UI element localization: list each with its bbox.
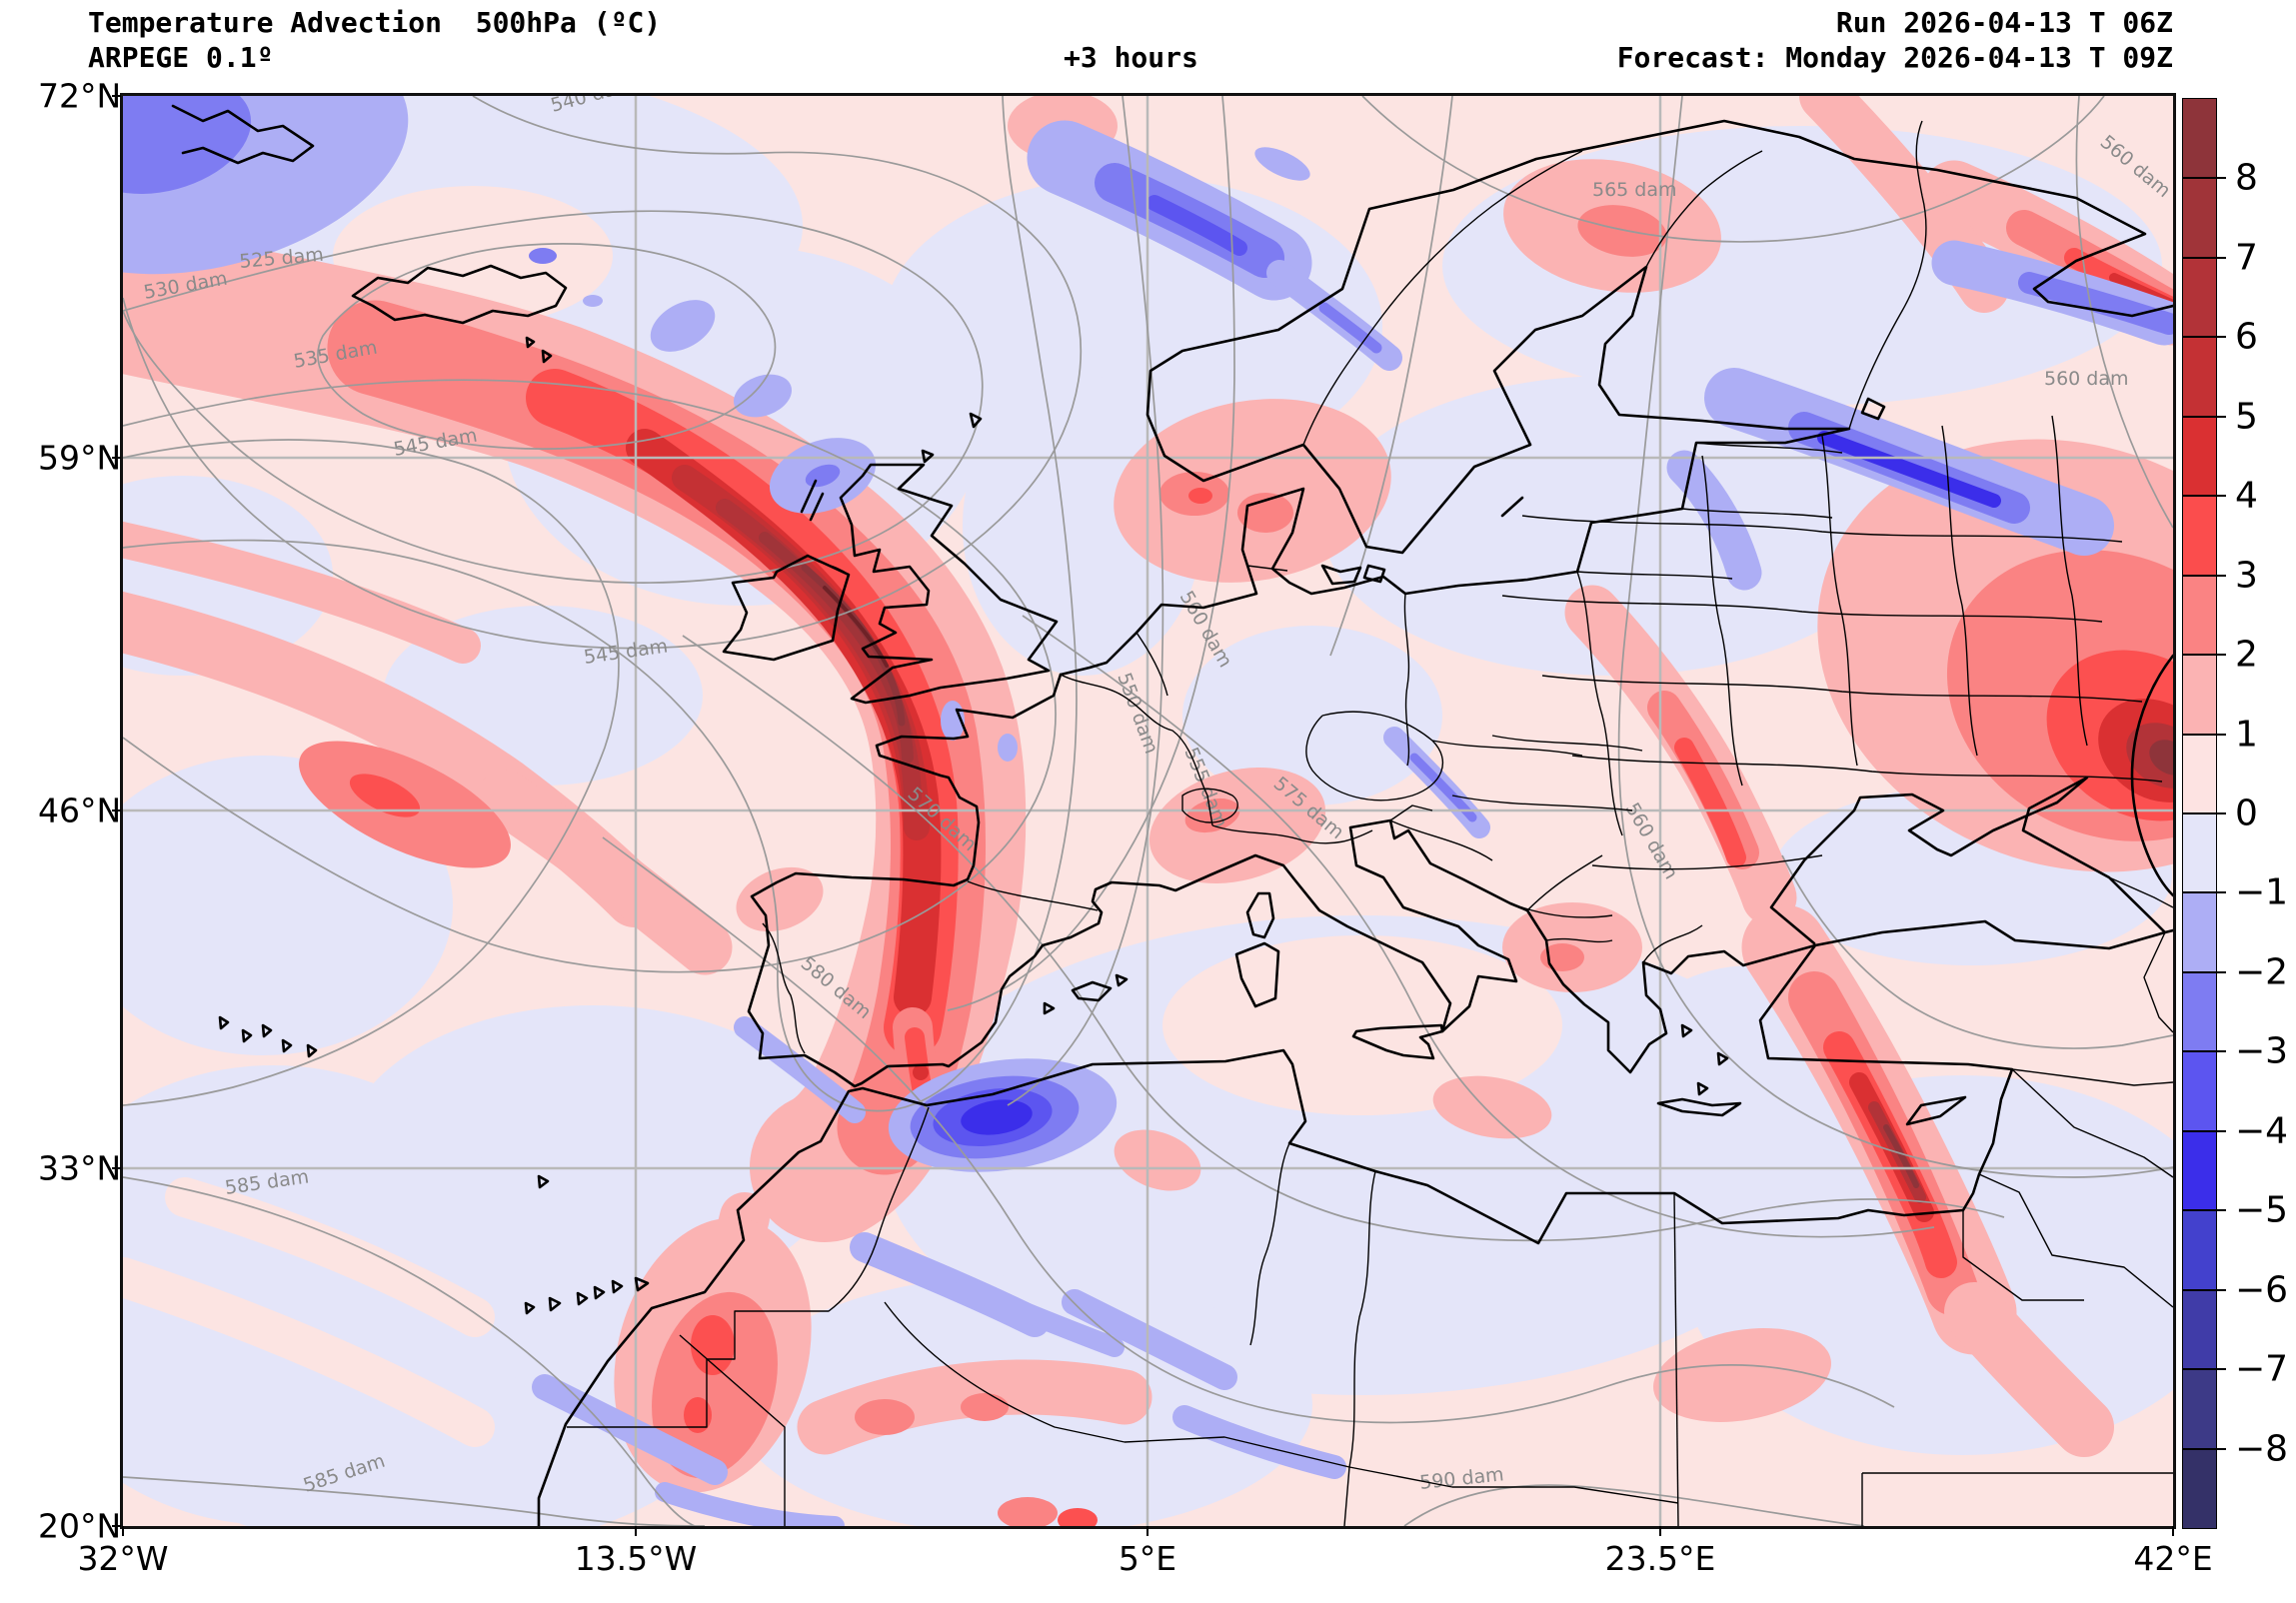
warm-weak-streaks [123, 186, 1562, 1447]
colorbar-segment [2183, 812, 2216, 893]
geopotential-contours [123, 96, 2173, 1526]
colorbar-tick-label: 6 [2235, 316, 2258, 358]
colorbar-tickmark [2183, 812, 2226, 814]
geopotential-contour-label: 560 dam [2044, 368, 2129, 390]
colorbar-tickmark [2183, 970, 2226, 973]
lat-tick-label: 59°N [38, 438, 122, 478]
colorbar-tickmark [2183, 733, 2226, 736]
colorbar-segment [2183, 1448, 2216, 1528]
run-label: Run 2026-04-13 T 06Z [1835, 6, 2173, 39]
lat-tick-label: 72°N [38, 76, 122, 116]
colorbar-tick-label: 4 [2235, 475, 2258, 517]
colorbar-tick-label: −8 [2235, 1428, 2289, 1470]
lon-tickmark [2172, 1526, 2174, 1536]
forecast-label: Forecast: Monday 2026-04-13 T 09Z [1616, 41, 2173, 74]
colorbar-tick-label: 2 [2235, 634, 2258, 676]
colorbar-segment [2183, 734, 2216, 813]
colorbar-segment [2183, 1289, 2216, 1369]
colorbar-tickmark [2183, 415, 2226, 418]
colorbar: 8 7 6 5 4 3 2 1 0 −1 −2 −3 −4 −5 −6 −7 −8 [2182, 98, 2288, 1529]
lon-tickmark [1147, 1526, 1148, 1536]
coastlines [171, 104, 2173, 1526]
colorbar-tick-label: −7 [2235, 1348, 2289, 1390]
colorbar-segment [2183, 99, 2216, 179]
lon-tickmark [1659, 1526, 1661, 1536]
colorbar-tickmark [2183, 1050, 2226, 1053]
lon-tick-label: 13.5°W [574, 1539, 698, 1578]
lat-tickmark [112, 809, 121, 811]
chart-title: Temperature Advection 500hPa (ºC) [88, 6, 662, 39]
colorbar-segment [2183, 655, 2216, 735]
colorbar-segment [2183, 1051, 2216, 1131]
lat-tick-label: 20°N [38, 1506, 122, 1546]
colorbar-tickmark [2183, 1447, 2226, 1450]
colorbar-tick-label: 0 [2235, 793, 2258, 834]
colorbar-tick-label: 1 [2235, 714, 2258, 756]
colorbar-tickmark [2183, 1209, 2226, 1212]
lat-tick-label: 33°N [38, 1148, 122, 1188]
colorbar-segment [2183, 971, 2216, 1052]
lead-time-label: +3 hours [1064, 41, 1198, 74]
lat-tickmark [112, 457, 121, 459]
model-label: ARPEGE 0.1º [88, 41, 274, 74]
lat-tick-label: 46°N [38, 791, 122, 830]
country-borders [567, 120, 2173, 1526]
colorbar-segment [2183, 178, 2216, 258]
colorbar-segment [2183, 496, 2216, 576]
colorbar-tickmark [2183, 1129, 2226, 1132]
colorbar-segment [2183, 337, 2216, 417]
colorbar-tickmark [2183, 1288, 2226, 1291]
geopotential-contour-label: 565 dam [1592, 179, 1677, 201]
colorbar-segment [2183, 1369, 2216, 1449]
colorbar-tick-label: −1 [2235, 871, 2289, 913]
colorbar-tickmark [2183, 177, 2226, 180]
colorbar-tick-label: −2 [2235, 951, 2289, 993]
colorbar-tickmark [2183, 256, 2226, 259]
lon-tick-label: 23.5°E [1604, 1539, 1716, 1578]
lon-tick-label: 42°E [2133, 1539, 2213, 1578]
colorbar-tick-label: 5 [2235, 396, 2258, 438]
lon-tickmark [122, 1526, 124, 1536]
colorbar-segment [2183, 575, 2216, 656]
colorbar-segment [2183, 416, 2216, 497]
lon-tickmark [635, 1526, 637, 1536]
colorbar-segment [2183, 257, 2216, 338]
lon-tick-label: 32°W [77, 1539, 169, 1578]
colorbar-tick-label: −4 [2235, 1110, 2289, 1152]
colorbar-tickmark [2183, 574, 2226, 577]
lat-tickmark [112, 1167, 121, 1169]
lat-tickmark [112, 1525, 121, 1527]
colorbar-tickmark [2183, 1368, 2226, 1371]
colorbar-segment [2183, 1130, 2216, 1211]
colorbar-tickmark [2183, 336, 2226, 339]
colorbar-tick-label: 8 [2235, 157, 2258, 199]
colorbar-tick-label: −6 [2235, 1269, 2289, 1311]
colorbar-segment [2183, 892, 2216, 972]
colorbar-tickmark [2183, 891, 2226, 894]
colorbar-tick-label: 3 [2235, 555, 2258, 597]
colorbar-tick-label: −3 [2235, 1030, 2289, 1072]
colorbar-tick-label: −5 [2235, 1189, 2289, 1231]
warm-advection-features [123, 96, 2173, 1526]
colorbar-tick-label: 7 [2235, 237, 2258, 279]
lon-tick-label: 5°E [1118, 1539, 1177, 1578]
colorbar-tickmark [2183, 654, 2226, 657]
lat-tickmark [112, 95, 121, 97]
colorbar-segment [2183, 1210, 2216, 1290]
colorbar-tickmark [2183, 495, 2226, 498]
